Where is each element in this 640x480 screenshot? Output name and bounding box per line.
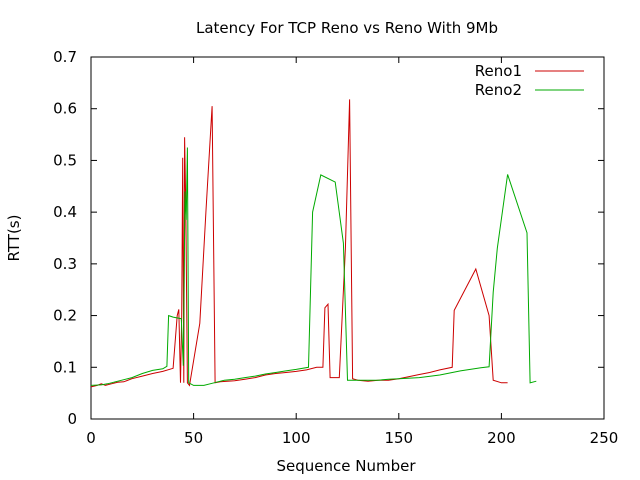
y-tick-label: 0.6 — [53, 100, 77, 118]
series-line-reno1 — [90, 99, 508, 388]
y-tick-label: 0.3 — [53, 255, 77, 273]
y-tick-label: 0.5 — [53, 151, 77, 169]
y-tick-label: 0.7 — [53, 48, 77, 66]
x-tick-label: 150 — [384, 429, 413, 447]
y-tick-label: 0 — [67, 410, 77, 428]
x-tick-label: 0 — [86, 429, 96, 447]
x-tick-label: 200 — [487, 429, 516, 447]
y-axis: 0 0.1 0.2 0.3 0.4 0.5 0.6 0.7 — [53, 48, 604, 428]
x-tick-label: 250 — [590, 429, 619, 447]
y-tick-label: 0.2 — [53, 307, 77, 325]
series-line-reno2 — [90, 147, 537, 386]
y-axis-label: RTT(s) — [5, 215, 23, 262]
x-tick-label: 50 — [184, 429, 203, 447]
x-axis: 0 50 100 150 200 250 — [86, 57, 618, 447]
series-layer — [90, 99, 537, 388]
x-axis-label: Sequence Number — [276, 457, 416, 475]
legend-label-reno2: Reno2 — [475, 81, 522, 99]
plot-frame — [90, 56, 605, 420]
y-tick-label: 0.4 — [53, 203, 77, 221]
legend-label-reno1: Reno1 — [475, 62, 522, 80]
x-tick-label: 100 — [282, 429, 311, 447]
chart-title: Latency For TCP Reno vs Reno With 9Mb — [196, 19, 498, 37]
legend: Reno1 Reno2 — [475, 62, 584, 99]
y-tick-label: 0.1 — [53, 358, 77, 376]
